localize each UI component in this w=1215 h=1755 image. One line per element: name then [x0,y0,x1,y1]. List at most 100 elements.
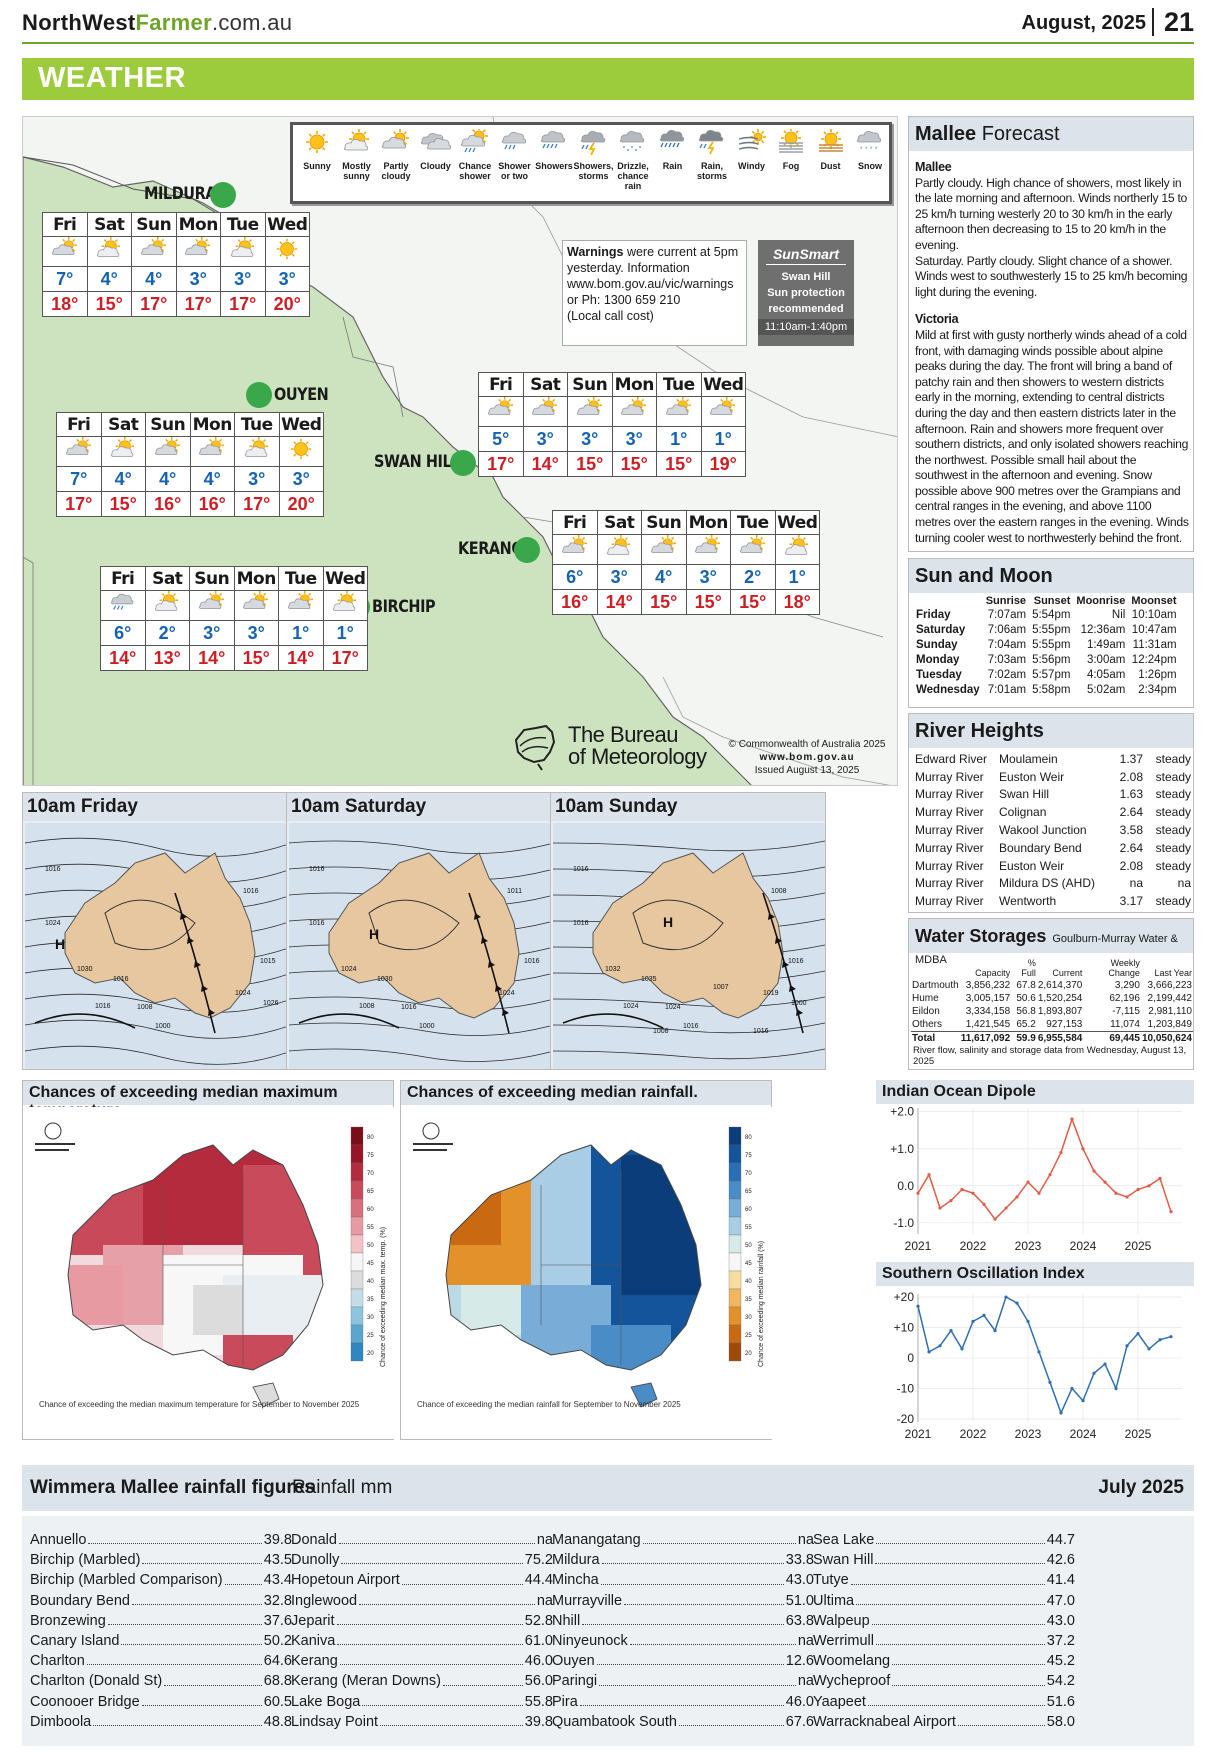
legend-label: Shower or two [498,161,531,181]
scale-swatch [350,1234,364,1254]
rainfall-value: na [536,1532,553,1548]
synoptic-chart-friday: 10am Friday H 1016 1024 1030 1016 1024 1008 101… [22,792,298,1070]
leader-dots [142,1550,262,1565]
rainfall-row: Walpeup 43.0 [813,1611,1075,1631]
forecast-day: Mon [189,412,235,437]
iod-chart: Indian Ocean Dipole +2.0 +1.0 0.0 -1.0 2021 2… [876,1080,1194,1258]
iod-plot: +2.0 +1.0 0.0 -1.0 2021 2022 2023 2024 2025 [876,1104,1194,1258]
data-point [1136,1187,1140,1192]
min-temp: 3° [611,426,657,452]
river-height-row: Murray River Swan Hill 1.63 steady [915,787,1191,802]
rainfall-value: 60.5 [263,1693,292,1710]
max-temp: 17° [478,451,524,477]
outlook-caption: Chance of exceeding the median rainfall … [417,1400,681,1409]
scale-tick: 35 [367,1297,374,1303]
legend-label: Snow [858,161,882,171]
rainfall-value: na [536,1592,553,1609]
sunny-icon [264,236,310,267]
isobar-label: 1016 [788,958,804,965]
rainfall-row: Quambatook South 67.6 [552,1712,814,1732]
legend-label: Cloudy [420,161,451,171]
data-point [1004,1206,1008,1210]
rainfall-row: Paringi na [552,1671,814,1691]
svg-text:*: * [875,147,878,153]
town-marker-swanhill[interactable] [450,450,476,476]
rainfall-column: Donald na Dunolly 75.2 Hopetoun Airport 44.4 I… [291,1530,553,1732]
partly-cloudy-icon [189,590,235,621]
rainfall-row: Yaapeet 51.6 [813,1692,1075,1712]
mostly-sunny-icon [100,436,146,467]
legend-item-showers-storms: Showers, storms [574,129,614,181]
synoptic-title-friday: 10am Friday [23,793,297,821]
cloudy-icon [420,129,452,155]
town-marker-ouyen[interactable] [246,382,272,408]
scale-swatch [350,1126,364,1146]
rainfall-value: 55.8 [524,1693,553,1710]
forecast-day: Mon [233,566,279,591]
data-point [1015,1301,1019,1305]
rainfall-row: Lindsay Point 39.8 [291,1712,553,1732]
y-tick-label: -20 [897,1412,915,1426]
station-name: Birchip (Marbled) [30,1552,141,1569]
legend-label: Partly cloudy [381,161,411,181]
min-temp: 5° [478,426,524,452]
rainfall-row: Woomelang 45.2 [813,1651,1075,1671]
forecast-table-ouyen: Fri Sat Sun Mon Tue Wed 7° 4° 4° 4° 3° 3° 17° 15° 16° 1… [56,412,324,517]
max-temp: 16° [189,491,235,517]
station-name: Dimboola [30,1713,92,1730]
outlook-map-temp: 80 75 70 65 60 55 50 45 40 35 30 25 20 Chance of exce… [23,1107,395,1439]
sunsmart-logo: SunSmart [766,246,846,265]
bom-url[interactable]: www.bom.gov.au [759,752,855,763]
data-point [1037,1191,1041,1195]
max-temp: 19° [700,451,746,477]
site-name[interactable]: NorthWestFarmer.com.au [22,10,293,35]
x-tick-label: 2024 [1070,1239,1097,1253]
synoptic-map-friday: H 1016 1024 1030 1016 1024 1008 1016 1000 1016 101… [25,823,297,1069]
rainfall-row: Nhill 63.8 [552,1611,814,1631]
partly-cloudy-icon [700,396,746,427]
partly-cloudy-icon [233,590,279,621]
min-temp: 4° [131,266,177,292]
soi-title: Southern Oscillation Index [876,1262,1194,1286]
scale-tick: 60 [745,1207,752,1213]
isobar-label: 1016 [573,920,589,927]
partly-cloudy-icon [730,534,776,565]
x-tick-label: 2025 [1125,1239,1152,1253]
header-rule [22,42,1194,44]
synoptic-title-saturday: 10am Saturday [287,793,561,821]
town-marker-kerang[interactable] [514,537,540,563]
sunny-icon [278,436,324,467]
storage-row: Others 1,421,545 65.2 927,153 11,074 1,203,84… [912,1019,1192,1030]
min-temp: 3° [175,266,221,292]
leader-dots [850,1570,1045,1585]
station-name: Charlton [30,1653,85,1670]
rainfall-value: 42.6 [1046,1552,1075,1569]
scale-label: Chance of exceeding median rainfall (%) [758,1241,765,1367]
rainfall-row: Kerang (Meran Downs) 56.0 [291,1671,553,1691]
rainfall-row: Warracknabeal Airport 58.0 [813,1712,1075,1732]
station-name: Lake Boga [291,1693,361,1710]
data-point [1114,1191,1118,1195]
max-temp: 15° [685,589,731,615]
data-point [1158,1338,1162,1342]
rainfall-value: 43.4 [263,1572,292,1589]
scale-swatch [728,1288,742,1308]
rainfall-value: 50.2 [263,1632,292,1649]
rainfall-value: 39.8 [263,1532,292,1548]
mostly-sunny-icon [86,236,132,267]
scale-swatch [728,1342,742,1362]
station-name: Hopetoun Airport [291,1572,400,1589]
rainfall-row: Dunolly 75.2 [291,1550,553,1570]
data-point [927,1173,931,1177]
sun-moon-row: Sunday 7:04am 5:55pm 1:49am 11:31am [916,638,1177,651]
isobar-label: 1016 [243,888,259,895]
leader-dots [336,1611,523,1625]
warnings-text: were current at 5pm yesterday. Informati… [567,245,739,307]
town-marker-mildura[interactable] [210,182,236,208]
data-point [1125,1344,1129,1348]
scale-tick: 20 [745,1351,752,1357]
government-crest-icon [35,1122,75,1151]
isobar-label: 1008 [137,1004,153,1011]
isobar-label: 1016 [753,1028,769,1035]
